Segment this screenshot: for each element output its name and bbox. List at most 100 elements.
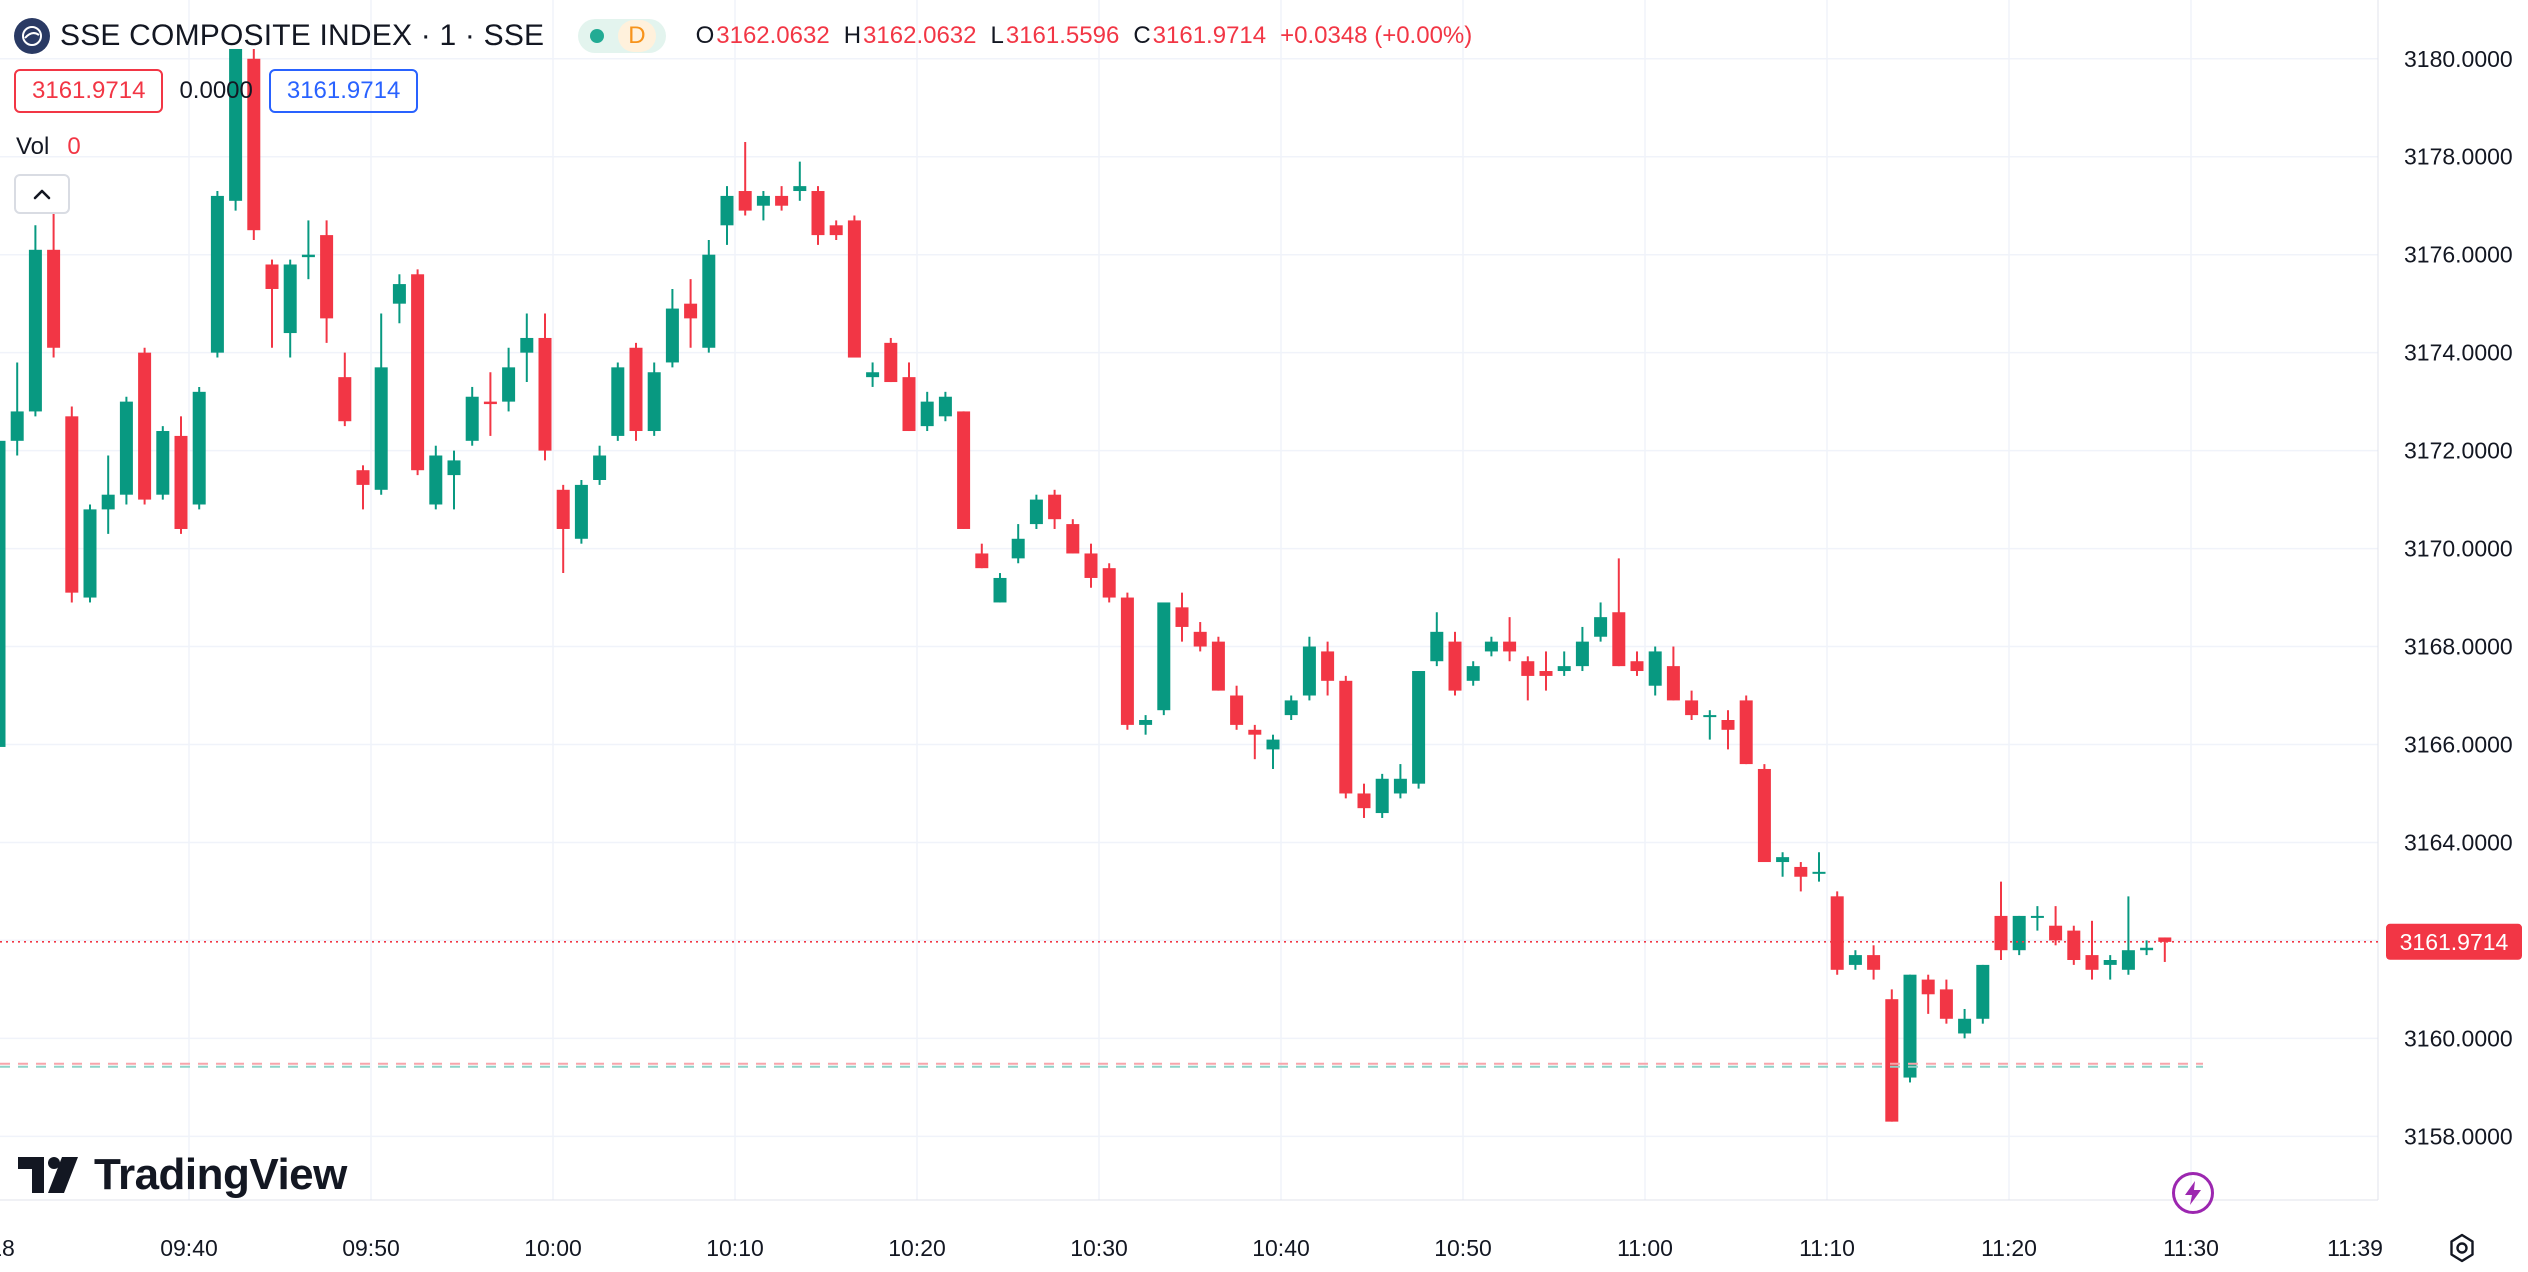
candle-body bbox=[1757, 768, 1771, 863]
candle-body bbox=[556, 489, 570, 529]
candle-body bbox=[320, 235, 334, 319]
time-tick-label: 11:10 bbox=[1799, 1235, 1855, 1261]
candle bbox=[1084, 543, 1098, 588]
time-tick-label: 10:30 bbox=[1070, 1235, 1128, 1261]
collapse-legend-button[interactable] bbox=[14, 174, 70, 214]
candle bbox=[884, 337, 898, 383]
price-tick-label: 3158.0000 bbox=[2404, 1123, 2513, 1149]
candle bbox=[1102, 563, 1116, 603]
price-tick-label: 3166.0000 bbox=[2404, 731, 2513, 757]
candle-body bbox=[866, 372, 880, 378]
sell-button[interactable]: 3161.9714 bbox=[14, 69, 164, 113]
candle-body bbox=[1102, 568, 1116, 598]
candle-body bbox=[1594, 617, 1608, 637]
candle bbox=[1211, 636, 1225, 691]
candle bbox=[0, 440, 6, 747]
candle-body bbox=[647, 372, 661, 432]
candle bbox=[1867, 945, 1881, 980]
candle-body bbox=[1539, 671, 1553, 676]
candle bbox=[1412, 671, 1426, 789]
candle-body bbox=[28, 249, 42, 412]
candle-body bbox=[1466, 666, 1480, 681]
candle bbox=[756, 191, 770, 221]
ohlc-change: +0.0348 (+0.00%) bbox=[1280, 22, 1473, 49]
candle bbox=[1339, 675, 1353, 799]
candle bbox=[1448, 631, 1462, 696]
settings-button[interactable] bbox=[2446, 1232, 2478, 1269]
candle-body bbox=[83, 509, 97, 598]
candle bbox=[429, 445, 443, 510]
candle-body bbox=[338, 377, 352, 422]
candle bbox=[1630, 651, 1644, 676]
candle-body bbox=[356, 470, 370, 485]
time-tick-label: 18 bbox=[0, 1235, 15, 1261]
candle-body bbox=[483, 401, 497, 405]
candle-body bbox=[1903, 974, 1917, 1078]
candle-body bbox=[10, 411, 24, 441]
candle bbox=[1029, 494, 1043, 529]
candle-body bbox=[1685, 700, 1699, 716]
candle-body bbox=[1666, 666, 1680, 701]
time-tick-label: 10:10 bbox=[706, 1235, 764, 1261]
candle bbox=[593, 445, 607, 485]
lightning-icon bbox=[2185, 1181, 2201, 1205]
candle-body bbox=[1921, 979, 1935, 995]
candle-body bbox=[975, 553, 989, 569]
candle-body bbox=[1302, 646, 1316, 696]
candle-body bbox=[2103, 960, 2117, 965]
candle-body bbox=[1048, 494, 1062, 520]
candle-body bbox=[611, 367, 625, 436]
candle-body bbox=[2012, 915, 2026, 951]
candles-layer bbox=[0, 48, 2172, 1122]
candle-body bbox=[2158, 937, 2172, 942]
candle-body bbox=[1503, 641, 1517, 652]
candle-body bbox=[1721, 720, 1735, 730]
volume-legend: Vol 0 bbox=[16, 130, 81, 164]
candle-body bbox=[1848, 955, 1862, 965]
market-status-label: D bbox=[618, 20, 656, 52]
candle-body bbox=[829, 225, 843, 236]
time-tick-label: 10:40 bbox=[1252, 1235, 1310, 1261]
candle-body bbox=[593, 455, 607, 480]
candle bbox=[1994, 881, 2008, 960]
market-status-badge[interactable]: D bbox=[578, 19, 666, 53]
candle bbox=[538, 313, 552, 461]
candle bbox=[283, 259, 297, 358]
time-tick-label: 10:00 bbox=[524, 1235, 582, 1261]
candle bbox=[866, 362, 880, 387]
price-tick-label: 3160.0000 bbox=[2404, 1025, 2513, 1051]
candle-body bbox=[520, 337, 534, 353]
candle bbox=[1248, 724, 1262, 760]
candle bbox=[1139, 715, 1153, 735]
tradingview-wordmark: TradingView bbox=[94, 1150, 347, 1199]
candle bbox=[1357, 783, 1371, 818]
price-axis[interactable]: 3158.00003160.00003162.00003164.00003166… bbox=[2404, 46, 2513, 1150]
candle-body bbox=[1339, 680, 1353, 794]
candle-body bbox=[1284, 700, 1298, 716]
time-axis[interactable]: 18 09:40 09:50 10:00 10:10 10:20 10:30 10:40 10:… bbox=[0, 1235, 2383, 1261]
price-tick-label: 3176.0000 bbox=[2404, 242, 2513, 268]
candle bbox=[1703, 710, 1717, 740]
last-price-marker: 3161.9714 bbox=[2386, 923, 2522, 960]
candle bbox=[629, 342, 643, 441]
lightning-button[interactable] bbox=[2172, 1172, 2214, 1214]
price-tick-label: 3170.0000 bbox=[2404, 536, 2513, 562]
candle bbox=[1976, 964, 1990, 1024]
candle-body bbox=[574, 484, 588, 539]
prev-close-line bbox=[0, 1062, 2203, 1068]
candle bbox=[119, 396, 133, 505]
symbol-title[interactable]: SSE COMPOSITE INDEX · 1 · SSE bbox=[60, 19, 545, 52]
sse-logo-icon[interactable] bbox=[14, 18, 50, 54]
candle-body bbox=[1958, 1018, 1972, 1034]
ohlc-high-label: H bbox=[843, 22, 862, 49]
candle-body bbox=[1157, 602, 1171, 711]
candle-body bbox=[1120, 597, 1134, 725]
buy-button[interactable]: 3161.9714 bbox=[268, 69, 419, 113]
candle-body bbox=[2030, 915, 2044, 918]
candle-body bbox=[1830, 896, 1844, 970]
tradingview-brand[interactable]: TradingView bbox=[18, 1150, 347, 1200]
candle-body bbox=[775, 195, 789, 206]
volume-label[interactable]: Vol bbox=[16, 133, 50, 160]
candle bbox=[356, 465, 370, 510]
